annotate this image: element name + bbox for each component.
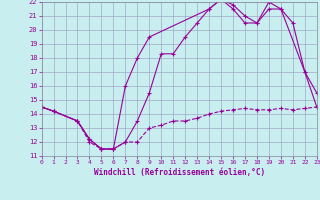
X-axis label: Windchill (Refroidissement éolien,°C): Windchill (Refroidissement éolien,°C) [94,168,265,177]
